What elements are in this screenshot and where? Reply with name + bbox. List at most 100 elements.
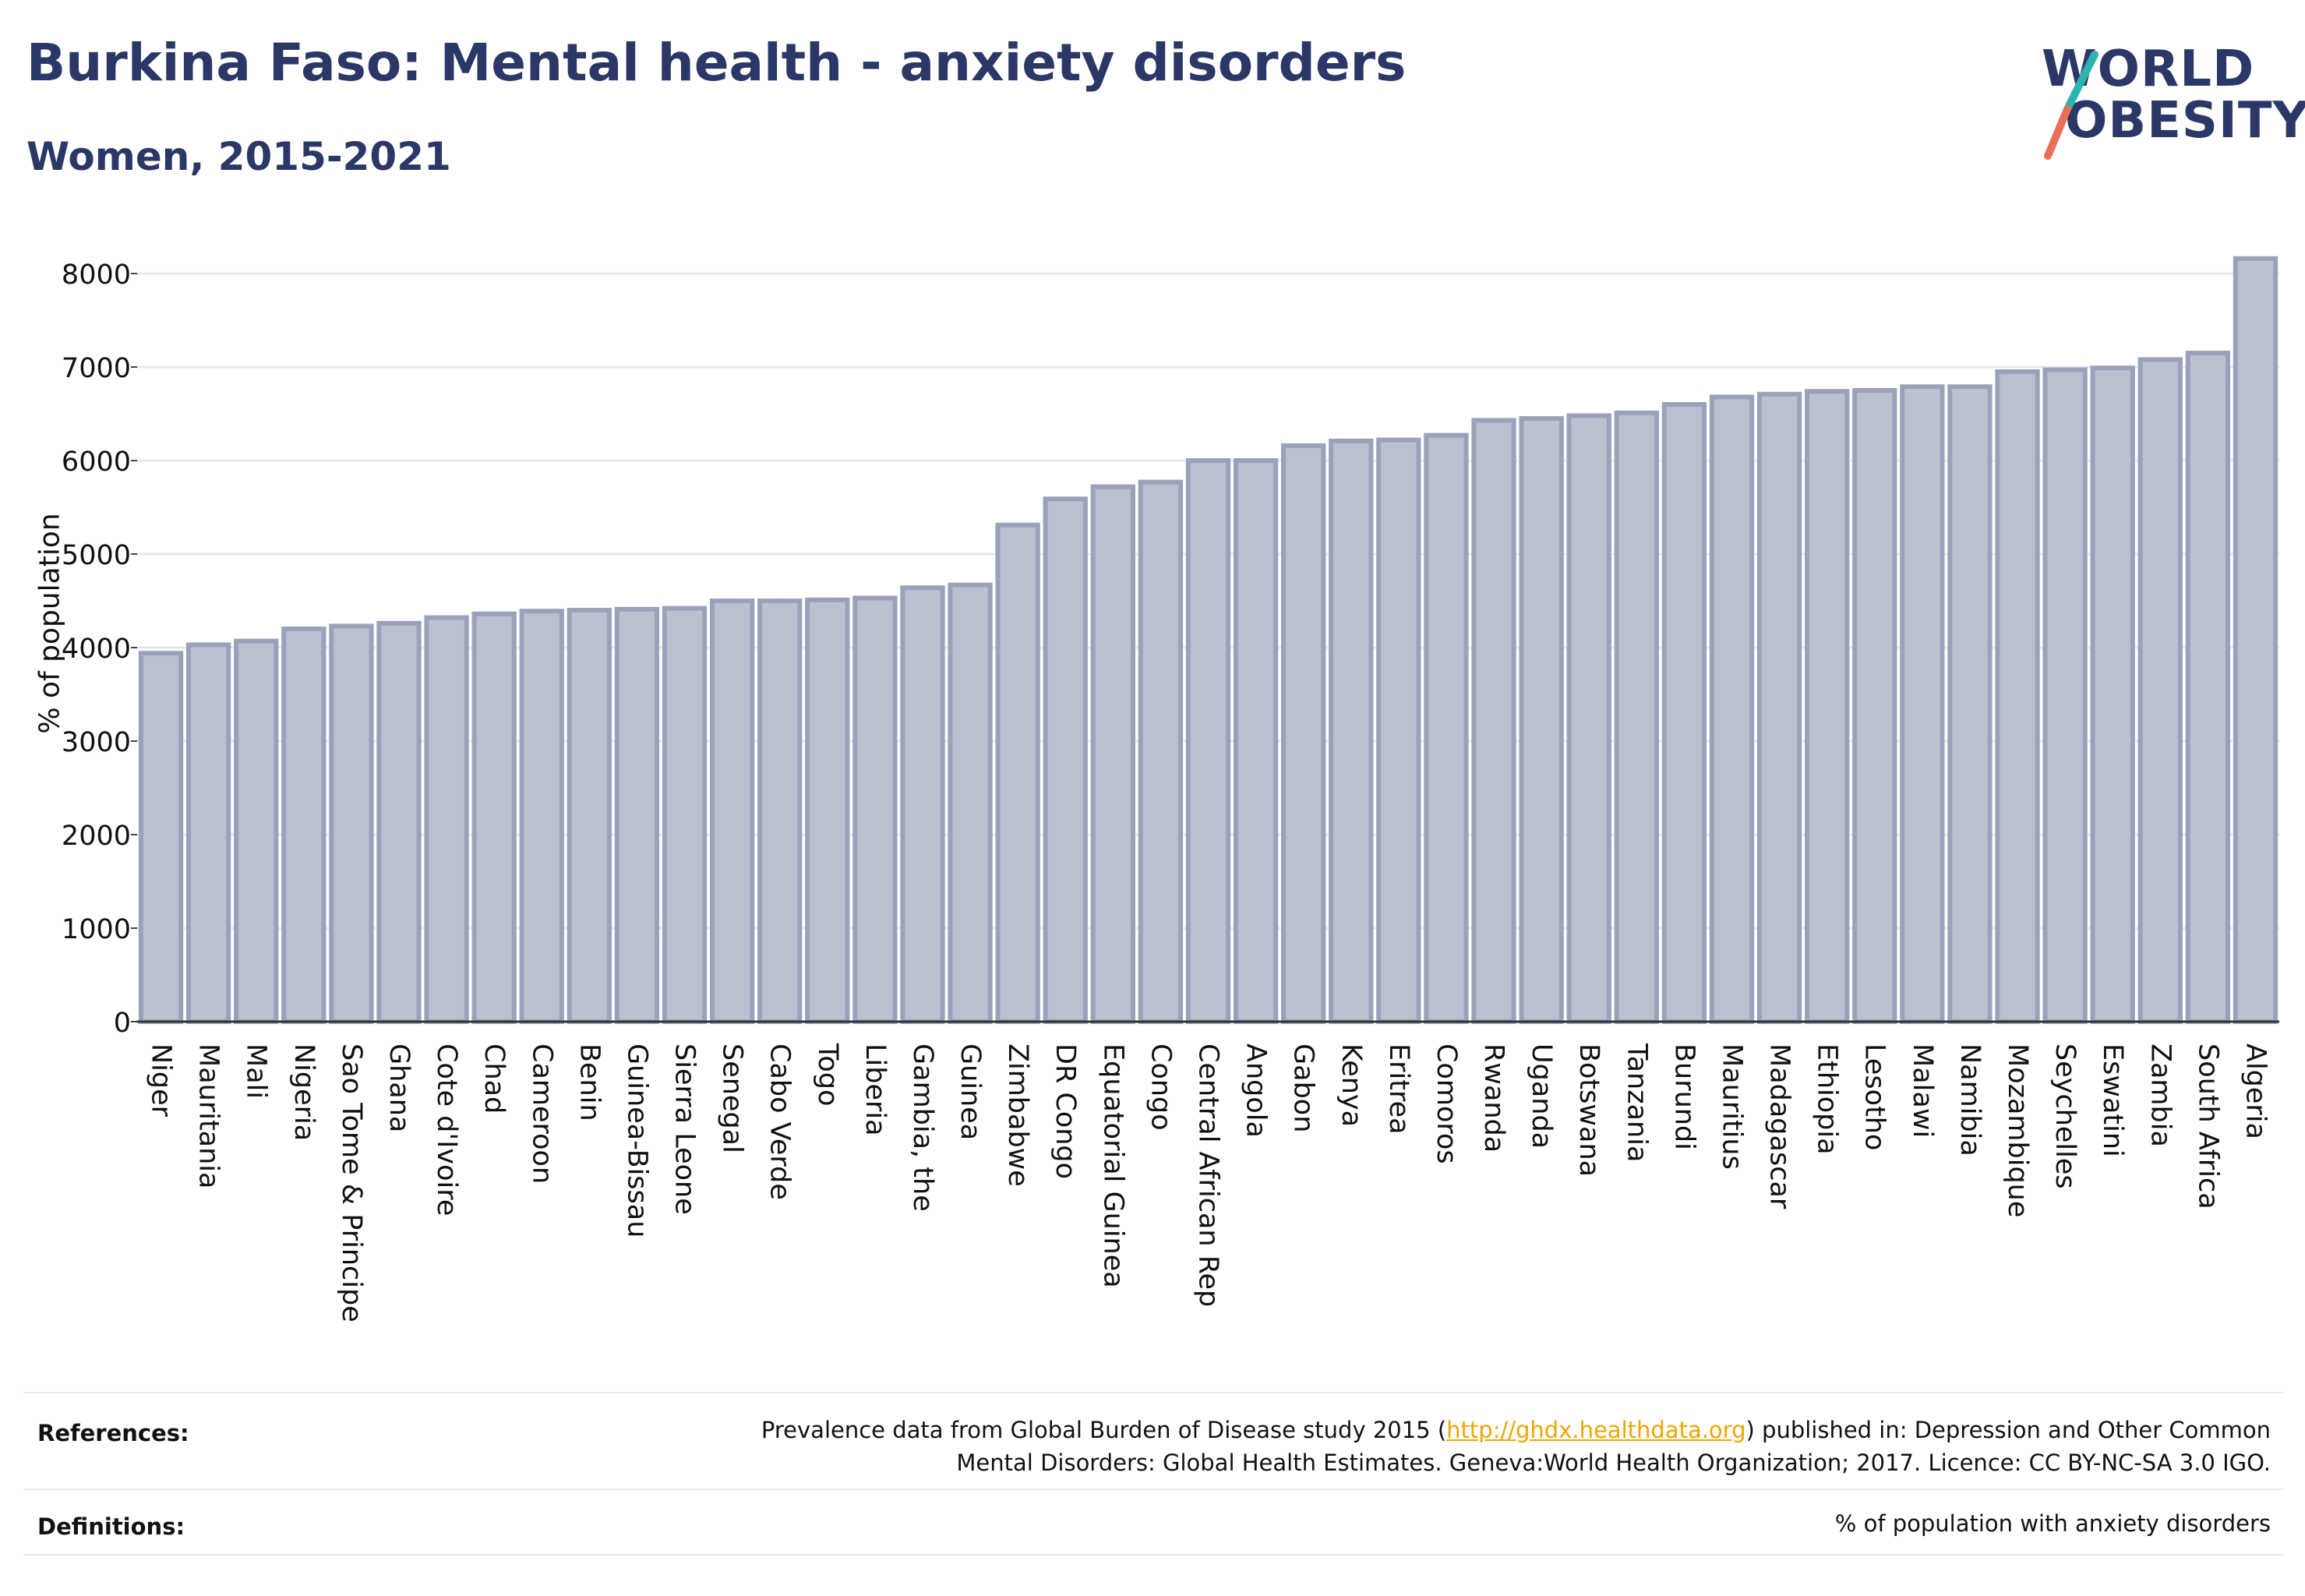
bar [471,611,517,1024]
x-tick-label: Guinea-Bissau [621,1043,652,1238]
x-tick-label: Botswana [1573,1043,1604,1177]
bar [1138,479,1184,1024]
bar [1471,418,1516,1024]
bar [805,597,850,1024]
x-tick-label: Zimbabwe [1002,1043,1033,1187]
chart-subtitle: Women, 2015-2021 [26,134,451,179]
bar [138,651,184,1024]
x-tick-label: Niger [146,1043,177,1118]
bar [2042,367,2088,1025]
bar [1376,437,1421,1024]
x-tick-label: Central African Rep [1193,1043,1224,1307]
x-tick-label: Togo [812,1043,843,1106]
x-tick-label: Namibia [1954,1043,1986,1156]
references-link[interactable]: http://ghdx.healthdata.org [1446,1417,1746,1443]
bar [1233,458,1279,1024]
x-tick-label: Sao Tome & Principe [336,1043,367,1322]
y-axis-label: % of population [34,513,66,734]
bar [1043,496,1088,1024]
bar [662,606,708,1024]
bar [1661,402,1707,1024]
definitions-label: Definitions: [37,1513,185,1540]
bar [1424,433,1469,1024]
bar [1852,388,1897,1024]
x-tick-label: Madagascar [1764,1043,1795,1209]
references-text-part1: Prevalence data from Global Burden of Di… [761,1417,1447,1443]
bar [329,623,374,1025]
axes: 0 1000 2000 3000 4000 5000 6000 7000 8000 Niger Ma… [62,260,2279,1322]
bar [1566,413,1611,1024]
bar [1995,369,2040,1024]
x-tick-label: South Africa [2192,1043,2223,1209]
bar [948,582,993,1024]
bar [852,595,898,1024]
bar [424,615,469,1024]
x-tick-label: Burundi [1668,1043,1700,1150]
x-tick-label: Equatorial Guinea [1097,1043,1128,1288]
bar [2185,351,2231,1024]
x-tick-label: Mali [241,1043,272,1099]
bar [995,522,1040,1024]
bar [2137,357,2183,1024]
x-tick-label: Guinea [955,1043,986,1140]
x-tick-label: Senegal [717,1043,748,1153]
y-tick-label: 1000 [62,914,131,945]
x-tick-label: Algeria [2240,1043,2271,1139]
references-text-line2: Mental Disorders: Global Health Estimate… [956,1449,2271,1476]
references-text: Prevalence data from Global Burden of Di… [761,1414,2271,1479]
bar-chart: 0 1000 2000 3000 4000 5000 6000 7000 8000 Niger Ma… [62,256,2279,1322]
bar [1329,438,1374,1024]
x-tick-label: Gabon [1288,1043,1319,1132]
bar [1709,394,1755,1024]
bar [900,585,945,1024]
footer-divider [23,1488,2283,1490]
bar [1900,384,1945,1024]
x-tick-label: Angola [1241,1043,1272,1138]
logo-slash-icon [2044,51,2099,160]
bar [185,642,231,1025]
y-tick-label: 8000 [62,260,131,291]
x-tick-label: Chad [478,1043,510,1114]
x-tick-label: Sierra Leone [669,1043,701,1215]
x-tick-label: Eritrea [1383,1043,1414,1135]
x-tick-label: Comoros [1431,1043,1462,1164]
y-tick-label: 7000 [62,353,131,384]
y-tick-label: 5000 [62,540,131,571]
world-obesity-logo[interactable]: WORLD OBESITY [2026,23,2305,171]
x-tick-label: Cabo Verde [764,1043,796,1200]
bar [376,620,422,1024]
bar [519,609,564,1024]
x-tick-label: Gambia, the [907,1043,938,1212]
x-tick-label: Tanzania [1621,1043,1652,1162]
footer-divider [23,1554,2283,1555]
references-text-part2: ) published in: Depression and Other Com… [1746,1417,2271,1443]
bar [757,598,803,1024]
bar [2233,256,2279,1024]
x-tick-label: Lesotho [1859,1043,1890,1150]
x-tick-label: Ghana [383,1043,415,1132]
x-tick-label: Ethiopia [1812,1043,1843,1155]
references-label: References: [37,1420,189,1446]
bar [1614,410,1659,1024]
y-tick-label: 6000 [62,447,131,478]
bar [1947,384,1993,1024]
y-tick-label: 2000 [62,821,131,852]
x-tick-label: Mozambique [2002,1043,2033,1217]
definitions-text: % of population with anxiety disorders [1834,1510,2271,1537]
bar [2090,365,2135,1024]
x-tick-label: Liberia [860,1043,891,1136]
x-tick-label: Congo [1145,1043,1176,1131]
bar [1756,391,1802,1024]
x-tick-label: DR Congo [1050,1043,1081,1179]
bar [1804,389,1850,1024]
bar [1281,443,1326,1024]
bars [138,256,2279,1025]
x-tick-label: Mauritius [1716,1043,1747,1170]
bar [1090,484,1135,1024]
bar [709,598,755,1024]
x-tick-label: Kenya [1336,1043,1367,1127]
chart-title: Burkina Faso: Mental health - anxiety di… [26,33,1407,93]
x-tick-label: Rwanda [1478,1043,1509,1153]
bar [1519,416,1564,1024]
footer-divider [23,1392,2283,1393]
